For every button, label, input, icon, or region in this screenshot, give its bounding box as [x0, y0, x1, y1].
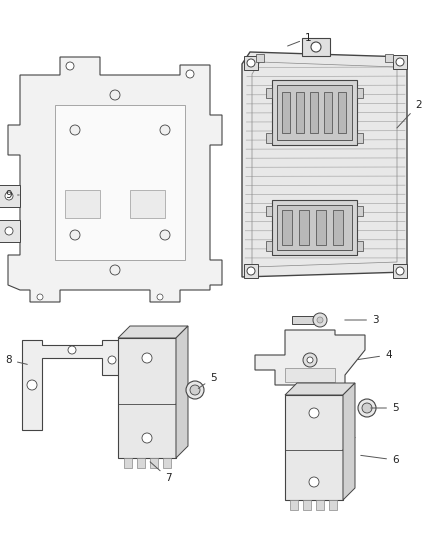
Circle shape — [303, 353, 317, 367]
Bar — [244, 264, 258, 278]
Bar — [150, 458, 158, 468]
Text: 8: 8 — [5, 355, 27, 365]
Circle shape — [247, 267, 255, 275]
Circle shape — [27, 380, 37, 390]
Polygon shape — [22, 340, 122, 430]
Polygon shape — [343, 383, 355, 500]
Circle shape — [358, 399, 376, 417]
Bar — [333, 210, 343, 245]
Circle shape — [186, 381, 204, 399]
Text: 1: 1 — [288, 33, 311, 46]
Bar — [292, 316, 320, 324]
Bar — [272, 80, 357, 145]
Bar — [285, 395, 343, 500]
Bar — [316, 210, 326, 245]
Polygon shape — [118, 326, 188, 338]
Circle shape — [313, 313, 327, 327]
Circle shape — [142, 353, 152, 363]
Text: 6: 6 — [361, 455, 399, 465]
Text: 2: 2 — [397, 100, 422, 128]
Circle shape — [362, 403, 372, 413]
Bar — [393, 55, 407, 69]
Circle shape — [396, 58, 404, 66]
Bar — [256, 54, 264, 62]
Bar — [329, 500, 337, 510]
Circle shape — [110, 90, 120, 100]
Text: 5: 5 — [198, 373, 217, 389]
Text: 5: 5 — [371, 403, 399, 413]
Bar — [316, 500, 324, 510]
Circle shape — [37, 294, 43, 300]
Circle shape — [309, 408, 319, 418]
Circle shape — [5, 227, 13, 235]
Bar — [277, 85, 352, 140]
Bar — [302, 38, 330, 56]
Bar — [299, 210, 309, 245]
Bar — [137, 458, 145, 468]
Circle shape — [160, 230, 170, 240]
Bar — [124, 458, 132, 468]
Circle shape — [70, 125, 80, 135]
Polygon shape — [255, 330, 365, 385]
Bar — [338, 92, 346, 133]
Circle shape — [70, 230, 80, 240]
Bar — [55, 105, 185, 260]
Circle shape — [142, 433, 152, 443]
Circle shape — [157, 294, 163, 300]
Bar — [163, 458, 171, 468]
Bar — [130, 190, 165, 218]
Circle shape — [66, 62, 74, 70]
Bar — [303, 500, 311, 510]
Bar — [357, 241, 363, 251]
Bar — [0, 220, 20, 242]
Circle shape — [247, 59, 255, 67]
Bar — [272, 200, 357, 255]
Polygon shape — [242, 52, 407, 277]
Bar — [357, 206, 363, 216]
Text: 4: 4 — [358, 350, 392, 360]
Bar — [296, 92, 304, 133]
Bar — [277, 205, 352, 250]
Bar — [118, 338, 176, 458]
Bar — [0, 185, 20, 207]
Text: 9: 9 — [5, 190, 19, 200]
Bar — [244, 56, 258, 70]
Bar — [290, 500, 298, 510]
Bar — [310, 92, 318, 133]
Bar — [393, 264, 407, 278]
Bar — [285, 368, 335, 382]
Bar — [266, 88, 272, 98]
Bar — [266, 241, 272, 251]
Circle shape — [396, 267, 404, 275]
Bar — [282, 210, 292, 245]
Circle shape — [190, 385, 200, 395]
Circle shape — [309, 477, 319, 487]
Circle shape — [307, 357, 313, 363]
Bar — [266, 133, 272, 143]
Text: 7: 7 — [150, 462, 172, 483]
Bar — [357, 88, 363, 98]
Bar — [357, 133, 363, 143]
Circle shape — [317, 317, 323, 323]
Circle shape — [110, 265, 120, 275]
Bar — [266, 206, 272, 216]
Circle shape — [5, 192, 13, 200]
Bar — [65, 190, 100, 218]
Bar — [282, 92, 290, 133]
Bar — [324, 92, 332, 133]
Polygon shape — [176, 326, 188, 458]
Polygon shape — [285, 383, 355, 395]
Circle shape — [68, 346, 76, 354]
Polygon shape — [8, 57, 222, 302]
Text: 3: 3 — [345, 315, 378, 325]
Circle shape — [108, 356, 116, 364]
Bar — [385, 54, 393, 62]
Circle shape — [160, 125, 170, 135]
Circle shape — [186, 70, 194, 78]
Circle shape — [311, 42, 321, 52]
